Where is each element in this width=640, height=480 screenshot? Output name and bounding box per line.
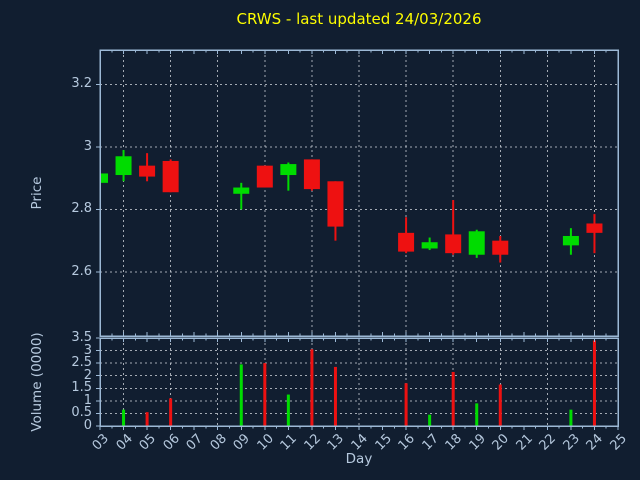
candle-body [100,173,108,183]
candle-body [162,160,179,193]
volume-y-tick-label: 2 [83,367,92,383]
candle-body [280,164,297,176]
volume-bar-day-20 [498,384,502,426]
price-y-tick-label: 2.8 [71,201,92,217]
volume-y-tick-label: 1.5 [71,380,92,396]
volume-y-tick-label: 0 [83,418,92,433]
candle-wick [287,162,290,191]
candle-body [327,181,344,227]
candle-body [115,156,132,176]
volume-y-tick-label: 0.5 [71,405,92,421]
price-series [100,150,603,263]
candle-day-09 [233,182,250,210]
chart-title: CRWS - last updated 24/03/2026 [236,10,482,28]
candle-wick [593,214,596,254]
volume-series [122,340,596,426]
volume-bar-day-12 [310,349,314,426]
volume-bar-day-19 [475,403,479,426]
candle-body [468,231,485,255]
candle-wick [240,182,243,210]
candle-day-06 [162,159,179,193]
volume-bar-day-13 [333,366,337,426]
candle-day-11 [280,162,297,191]
candle-body [139,165,156,177]
candle-day-04 [115,150,132,182]
volume-y-tick-label: 3.5 [71,330,92,345]
volume-bar-day-06 [169,398,173,426]
candle-day-05 [139,153,156,182]
panel-border [99,337,619,427]
candle-day-20 [492,235,509,263]
candle-day-23 [562,228,579,255]
x-axis-label: Day [345,451,373,467]
volume-bar-day-11 [286,394,290,426]
candle-day-13 [327,181,344,241]
candle-wick [452,200,455,255]
candle-day-18 [445,200,462,255]
candle-body [492,240,509,255]
candle-body [303,159,320,190]
volume-bar-day-24 [592,340,596,426]
volume-bar-day-04 [122,409,126,426]
candle-day-24 [586,214,603,254]
volume-bar-day-16 [404,383,408,426]
volume-y-tick-label: 1 [83,392,92,408]
volume-y-tick-label: 2.5 [71,355,92,371]
price-y-tick-label: 3 [83,138,92,154]
candle-body [421,242,438,249]
volume-bar-day-10 [263,363,267,426]
volume-bar-day-05 [145,412,149,426]
candle-day-12 [303,159,320,191]
volume-bar-day-17 [428,414,432,426]
volume-bar-day-18 [451,371,455,426]
candle-day-19 [468,229,485,258]
candle-body [586,223,603,233]
candle-body [233,187,250,194]
candle-body [256,165,273,188]
volume-y-tick-label: 3 [83,342,92,358]
volume-bar-day-23 [569,409,573,426]
price-y-tick-label: 2.6 [71,263,92,279]
panel-border [99,49,619,337]
volume-bar-day-09 [239,364,243,426]
candle-body [445,234,462,254]
candle-day-10 [256,165,273,188]
candle-day-16 [398,217,415,254]
candle-body [398,232,415,252]
candle-day-17 [421,237,438,251]
price-y-tick-label: 3.2 [71,76,92,92]
candle-body [562,235,579,246]
